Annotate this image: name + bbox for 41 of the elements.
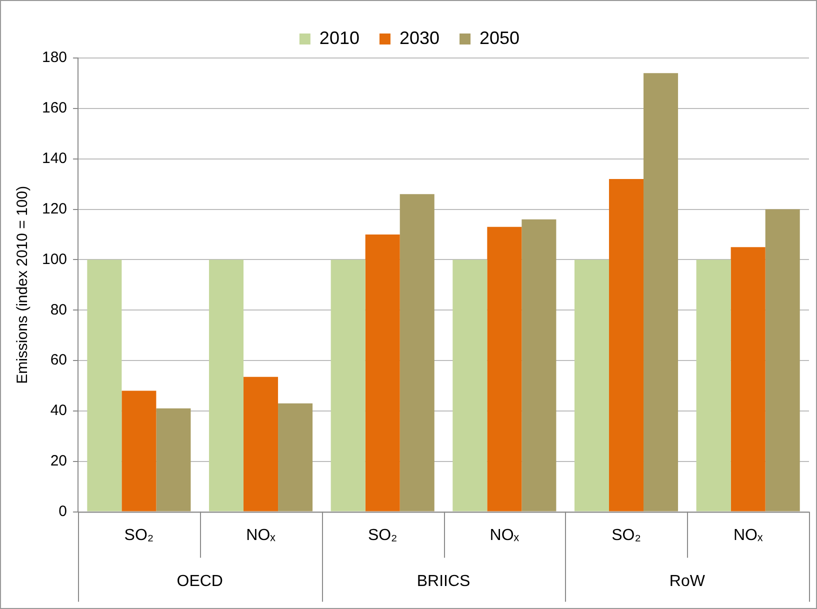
- bar: [487, 226, 522, 512]
- y-tick-label: 120: [42, 200, 68, 218]
- x-tick-label: SO₂: [612, 526, 641, 544]
- bar: [244, 376, 278, 512]
- y-axis-title: Emissions (index 2010 = 100): [14, 186, 32, 384]
- bar: [156, 408, 191, 512]
- y-tick-label: 40: [50, 402, 68, 420]
- bar: [452, 260, 488, 512]
- bar: [87, 260, 122, 512]
- bar: [278, 403, 313, 512]
- y-tick-label: 140: [42, 150, 68, 167]
- y-tick-label: 20: [50, 452, 68, 470]
- text: RoW: [669, 573, 706, 590]
- bar: [574, 260, 609, 512]
- legend-label: 2030: [399, 28, 440, 48]
- x-tick-label: NOₓ: [490, 526, 520, 544]
- x-tick-label: SO₂: [124, 526, 154, 544]
- bar: [696, 260, 731, 512]
- bar: [730, 247, 766, 512]
- bar: [208, 260, 244, 512]
- text: BRIICS: [416, 573, 470, 590]
- y-tick-label: 80: [50, 301, 68, 318]
- legend-label: 2050: [480, 28, 520, 48]
- x-tick-label: NOₓ: [733, 526, 764, 544]
- y-tick-label: 0: [58, 502, 68, 520]
- bar: [122, 390, 156, 512]
- y-tick-label: 160: [42, 100, 68, 117]
- bar: [608, 179, 644, 512]
- bar: [400, 194, 434, 512]
- y-tick-label: 60: [50, 352, 68, 369]
- bar: [330, 260, 366, 512]
- y-tick-label: 100: [42, 250, 68, 268]
- bar: [644, 73, 678, 512]
- y-tick-label: 180: [42, 49, 68, 66]
- text: OECD: [176, 573, 223, 590]
- bar: [765, 209, 800, 512]
- x-tick-label: NOₓ: [246, 526, 276, 544]
- legend-label: 2010: [319, 28, 360, 48]
- bar: [522, 219, 556, 512]
- x-tick-label: SO₂: [368, 526, 398, 544]
- bar: [365, 234, 400, 512]
